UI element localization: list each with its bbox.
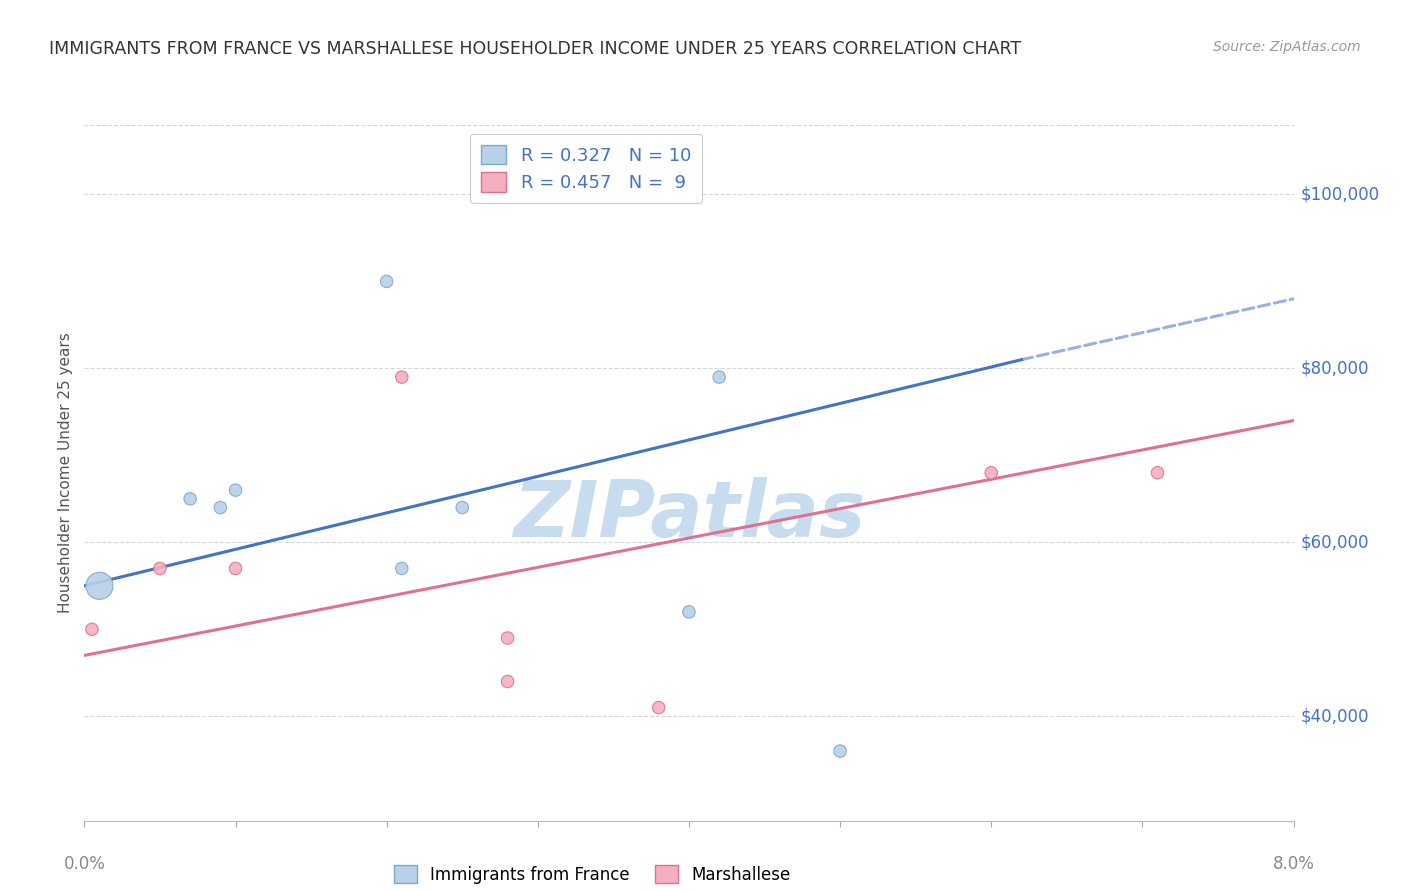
- Text: $60,000: $60,000: [1301, 533, 1369, 551]
- Legend: Immigrants from France, Marshallese: Immigrants from France, Marshallese: [385, 857, 799, 892]
- Point: [451, 500, 474, 515]
- Text: $40,000: $40,000: [1301, 707, 1369, 725]
- Point: [391, 561, 413, 575]
- Point: [80, 623, 103, 637]
- Point: [209, 500, 232, 515]
- Point: [149, 561, 172, 575]
- Point: [375, 274, 398, 288]
- Text: IMMIGRANTS FROM FRANCE VS MARSHALLESE HOUSEHOLDER INCOME UNDER 25 YEARS CORRELAT: IMMIGRANTS FROM FRANCE VS MARSHALLESE HO…: [49, 40, 1021, 58]
- Point: [980, 466, 1002, 480]
- Point: [496, 631, 519, 645]
- Point: [647, 700, 671, 714]
- Text: 0.0%: 0.0%: [63, 855, 105, 873]
- Text: $100,000: $100,000: [1301, 186, 1379, 203]
- Text: 8.0%: 8.0%: [1272, 855, 1315, 873]
- Point: [225, 561, 247, 575]
- Point: [225, 483, 247, 498]
- Text: $80,000: $80,000: [1301, 359, 1369, 377]
- Point: [391, 370, 413, 384]
- Text: Source: ZipAtlas.com: Source: ZipAtlas.com: [1213, 40, 1361, 54]
- Point: [678, 605, 700, 619]
- Point: [179, 491, 201, 506]
- Point: [830, 744, 852, 758]
- Point: [709, 370, 731, 384]
- Y-axis label: Householder Income Under 25 years: Householder Income Under 25 years: [58, 333, 73, 613]
- Point: [89, 579, 111, 593]
- Point: [496, 674, 519, 689]
- Text: ZIPatlas: ZIPatlas: [513, 476, 865, 552]
- Point: [1146, 466, 1168, 480]
